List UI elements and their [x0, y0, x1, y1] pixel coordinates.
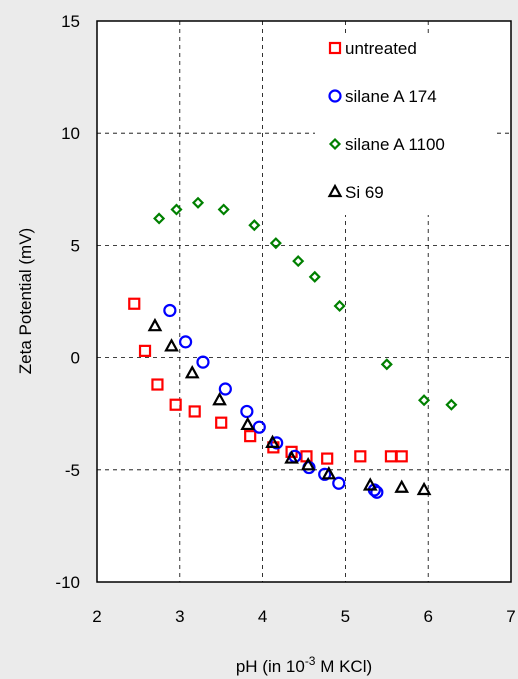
x-tick-label: 7: [506, 607, 515, 626]
data-point: [240, 416, 256, 431]
series-triangle: [147, 317, 432, 496]
data-point: [164, 338, 179, 352]
data-point: [138, 344, 152, 357]
data-point: [300, 457, 316, 471]
data-point: [212, 391, 227, 406]
data-point: [354, 450, 367, 463]
x-axis-title-superscript: -3: [305, 654, 316, 668]
data-points: [128, 196, 458, 499]
data-point: [292, 255, 305, 268]
y-tick-label: 5: [71, 236, 80, 255]
data-point: [270, 436, 284, 450]
data-point: [380, 358, 393, 371]
data-point: [416, 481, 432, 496]
data-point: [269, 237, 282, 250]
x-tick-label: 2: [92, 607, 101, 626]
data-point: [170, 203, 183, 216]
y-axis-title: Zeta Potential (mV): [16, 228, 35, 374]
data-point: [153, 212, 166, 225]
y-tick-label: -5: [65, 461, 80, 480]
y-tick-label: 10: [61, 124, 80, 143]
legend-background: [315, 33, 495, 215]
data-point: [128, 297, 141, 310]
data-point: [217, 203, 230, 216]
legend: untreated silane A 174 silane A 1100 Si 69: [327, 39, 445, 202]
data-point: [184, 365, 200, 379]
legend-item: untreated: [328, 39, 417, 58]
x-tick-label: 5: [341, 607, 350, 626]
x-tick-label: 6: [423, 607, 432, 626]
legend-item: silane A 174: [328, 87, 437, 106]
data-point: [196, 355, 210, 369]
x-tick-label: 4: [258, 607, 267, 626]
data-point: [321, 452, 334, 465]
x-axis-title: pH (in 10-3 M KCl): [236, 654, 372, 676]
data-point: [169, 398, 182, 411]
data-point: [394, 479, 410, 493]
data-point: [418, 394, 431, 407]
series-diamond: [153, 196, 458, 411]
y-tick-label: 0: [71, 349, 80, 368]
data-point: [218, 382, 232, 396]
y-tick-label: -10: [55, 573, 80, 592]
data-point: [318, 467, 332, 481]
legend-item: Si 69: [327, 183, 384, 202]
data-point: [163, 303, 177, 318]
data-point: [252, 420, 266, 434]
data-point: [188, 405, 201, 418]
y-tick-label: 15: [61, 12, 80, 31]
grid-lines: [97, 21, 511, 582]
data-point: [445, 398, 458, 411]
data-point: [321, 466, 337, 480]
legend-label: silane A 1100: [345, 135, 445, 154]
data-point: [151, 378, 164, 391]
data-point: [240, 404, 254, 419]
data-point: [370, 485, 384, 499]
legend-marker: [327, 183, 343, 198]
data-point: [248, 219, 261, 232]
legend-marker: [328, 89, 342, 103]
data-point: [191, 196, 205, 209]
data-point: [395, 450, 408, 463]
x-tick-label: 3: [175, 607, 184, 626]
data-point: [215, 416, 228, 429]
legend-label: silane A 174: [345, 87, 437, 106]
data-point: [308, 270, 321, 283]
tick-labels: 2 3 4 5 6 7 -10 -5 0 5 10 15: [55, 12, 515, 626]
legend-label: untreated: [345, 39, 417, 58]
data-point: [332, 476, 346, 490]
data-point: [244, 430, 257, 443]
data-point: [284, 450, 299, 464]
plot-frame: [96, 20, 512, 583]
data-point: [333, 299, 346, 313]
data-point: [178, 335, 193, 349]
data-point: [265, 434, 280, 448]
data-point: [147, 317, 163, 332]
legend-label: Si 69: [345, 183, 384, 202]
legend-item: silane A 1100: [328, 135, 445, 154]
legend-marker: [328, 137, 342, 151]
legend-marker: [328, 41, 342, 55]
data-point: [362, 477, 378, 491]
